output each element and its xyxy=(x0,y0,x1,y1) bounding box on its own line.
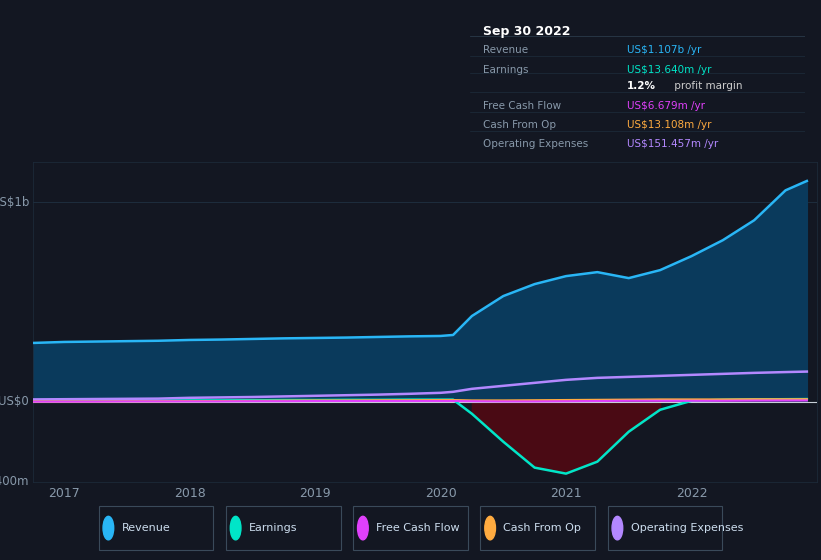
Text: Free Cash Flow: Free Cash Flow xyxy=(483,101,561,110)
Ellipse shape xyxy=(484,516,496,540)
Text: Revenue: Revenue xyxy=(483,45,528,55)
Text: profit margin: profit margin xyxy=(671,81,742,91)
Text: Sep 30 2022: Sep 30 2022 xyxy=(483,25,571,38)
FancyBboxPatch shape xyxy=(226,506,341,550)
Ellipse shape xyxy=(358,516,369,540)
Text: Operating Expenses: Operating Expenses xyxy=(483,139,589,150)
Text: Earnings: Earnings xyxy=(483,64,529,74)
Text: 1.2%: 1.2% xyxy=(627,81,656,91)
Text: Cash From Op: Cash From Op xyxy=(483,120,556,130)
Text: US$13.108m /yr: US$13.108m /yr xyxy=(627,120,712,130)
Text: US$1.107b /yr: US$1.107b /yr xyxy=(627,45,701,55)
Text: Revenue: Revenue xyxy=(122,523,170,533)
Text: Free Cash Flow: Free Cash Flow xyxy=(376,523,460,533)
FancyBboxPatch shape xyxy=(99,506,213,550)
Ellipse shape xyxy=(231,516,241,540)
Text: Operating Expenses: Operating Expenses xyxy=(631,523,743,533)
Text: US$1b: US$1b xyxy=(0,196,29,209)
Text: US$151.457m /yr: US$151.457m /yr xyxy=(627,139,718,150)
FancyBboxPatch shape xyxy=(480,506,595,550)
Text: Cash From Op: Cash From Op xyxy=(503,523,581,533)
Ellipse shape xyxy=(612,516,623,540)
FancyBboxPatch shape xyxy=(353,506,468,550)
Text: Earnings: Earnings xyxy=(249,523,297,533)
Text: US$6.679m /yr: US$6.679m /yr xyxy=(627,101,705,110)
Text: -US$400m: -US$400m xyxy=(0,475,29,488)
FancyBboxPatch shape xyxy=(608,506,722,550)
Text: US$13.640m /yr: US$13.640m /yr xyxy=(627,64,712,74)
Ellipse shape xyxy=(103,516,113,540)
Text: US$0: US$0 xyxy=(0,395,29,408)
